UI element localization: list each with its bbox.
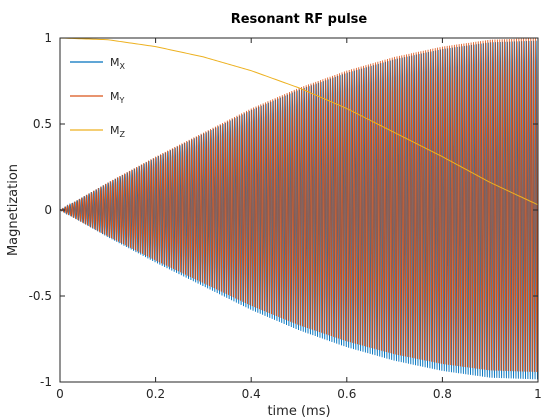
series-layer [59,37,539,380]
ticks-layer: 0 0.2 0.4 0.6 0.8 1 -1 -0.5 0 0.5 1 [29,31,542,401]
y-tick-label: 0.5 [33,117,52,131]
x-tick-label: 0 [56,387,64,401]
x-tick-label: 0.2 [146,387,165,401]
y-tick-label: 1 [44,31,52,45]
x-tick-label: 0.4 [242,387,261,401]
x-tick-label: 0.8 [433,387,452,401]
legend: MX MY MZ [70,56,126,139]
legend-label-mz: MZ [110,124,126,139]
legend-label-mx: MX [110,56,126,71]
series-mz-line [59,37,539,206]
x-tick-label: 1 [534,387,542,401]
legend-label-my: MY [110,90,125,105]
x-tick-label: 0.6 [337,387,356,401]
chart-title: Resonant RF pulse [231,12,368,27]
x-axis-label: time (ms) [267,404,330,419]
y-axis-label: Magnetization [6,164,21,256]
y-tick-label: -1 [40,375,52,389]
y-tick-label: 0 [44,203,52,217]
y-tick-label: -0.5 [29,289,52,303]
